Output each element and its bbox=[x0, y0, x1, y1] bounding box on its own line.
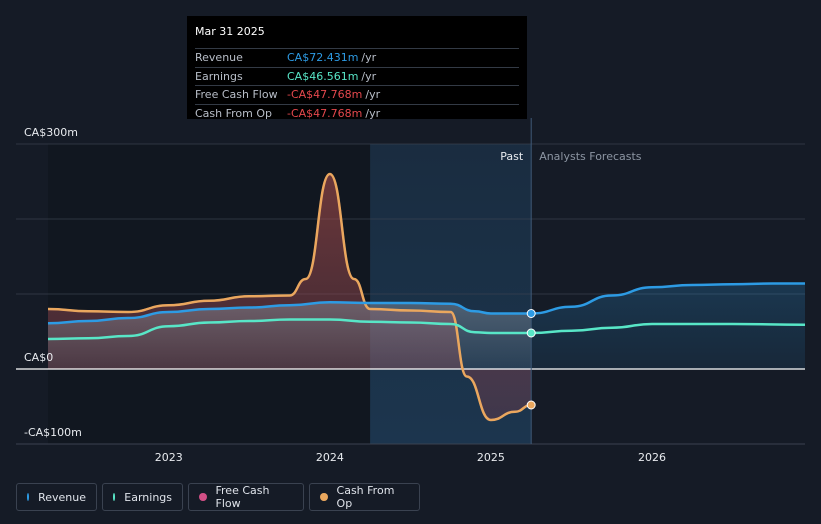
tooltip-unit: /yr bbox=[361, 51, 377, 64]
earnings-dot-icon bbox=[113, 493, 116, 501]
legend-item-free-cash-flow[interactable]: Free Cash Flow bbox=[188, 483, 304, 511]
series-line-revenue bbox=[47, 282, 805, 325]
tooltip-unit: /yr bbox=[365, 106, 381, 120]
series-line-earnings bbox=[47, 318, 806, 341]
revenue-forecast-area bbox=[531, 283, 805, 369]
legend-item-cash-from-op[interactable]: Cash From Op bbox=[309, 483, 420, 511]
tooltip: Mar 31 2025 Revenue CA$72.431m /yr Earni… bbox=[187, 16, 527, 120]
tooltip-unit: /yr bbox=[361, 69, 377, 83]
tooltip-label: Earnings bbox=[195, 69, 243, 83]
x-tick-label: 2025 bbox=[477, 451, 505, 464]
y-tick-label: CA$300m bbox=[24, 126, 78, 139]
revenue-area bbox=[48, 302, 532, 369]
legend-label: Cash From Op bbox=[336, 484, 395, 510]
tooltip-value: CA$46.561m bbox=[287, 69, 359, 83]
tooltip-row-free-cash-flow: Free Cash Flow -CA$47.768m /yr bbox=[195, 85, 519, 104]
marker-cash-from-op bbox=[526, 400, 536, 410]
legend-label: Free Cash Flow bbox=[215, 484, 270, 510]
tooltip-label: Cash From Op bbox=[195, 106, 273, 120]
marker-revenue bbox=[526, 309, 536, 318]
series-line-cash-from-op bbox=[47, 172, 532, 422]
tooltip-row-revenue: Revenue CA$72.431m /yr bbox=[195, 48, 519, 67]
revenue-dot-icon bbox=[27, 493, 30, 501]
tooltip-date: Mar 31 2025 bbox=[195, 25, 265, 38]
y-tick-label: -CA$100m bbox=[24, 426, 82, 439]
forecast-label: Analysts Forecasts bbox=[539, 150, 642, 163]
x-tick-label: 2023 bbox=[155, 451, 183, 464]
x-tick-label: 2026 bbox=[638, 451, 666, 464]
legend-label: Earnings bbox=[124, 490, 172, 504]
tooltip-row-cash-from-op: Cash From Op -CA$47.768m /yr bbox=[195, 103, 519, 123]
legend-item-earnings[interactable]: Earnings bbox=[102, 483, 183, 511]
tooltip-row-earnings: Earnings CA$46.561m /yr bbox=[195, 66, 519, 86]
tooltip-value: CA$72.431m bbox=[287, 51, 359, 64]
tooltip-value: -CA$47.768m bbox=[287, 106, 363, 120]
x-tick-label: 2024 bbox=[316, 451, 344, 464]
tooltip-value: -CA$47.768m bbox=[287, 88, 363, 101]
cash-from-op-dot-icon bbox=[320, 493, 328, 501]
free-cash-flow-dot-icon bbox=[199, 493, 207, 501]
legend-item-revenue[interactable]: Revenue bbox=[16, 483, 97, 511]
tooltip-unit: /yr bbox=[365, 88, 381, 101]
tooltip-label: Revenue bbox=[195, 51, 243, 64]
past-label: Past bbox=[500, 150, 524, 163]
y-tick-label: CA$0 bbox=[24, 351, 53, 364]
tooltip-label: Free Cash Flow bbox=[195, 88, 278, 101]
marker-earnings bbox=[526, 328, 536, 338]
legend-label: Revenue bbox=[38, 490, 86, 504]
